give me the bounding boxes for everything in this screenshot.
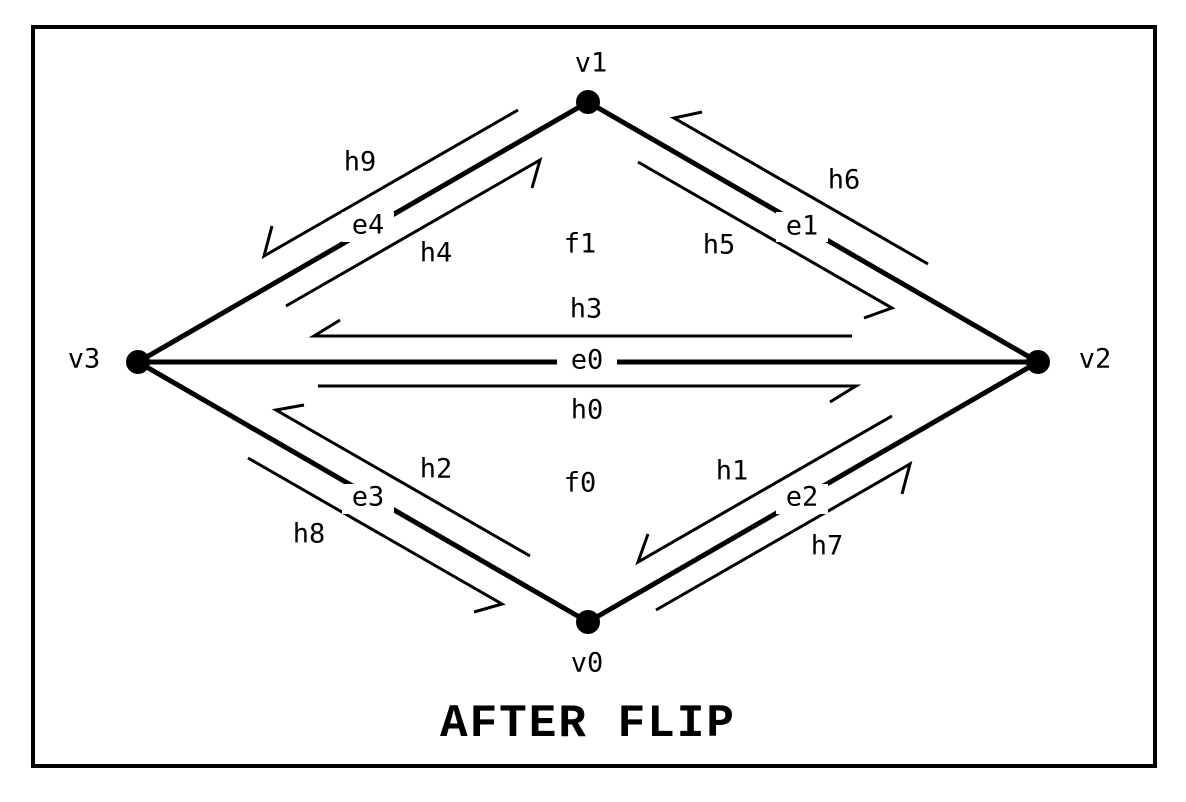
- halfedge-h5-label: h5: [703, 230, 736, 261]
- halfedge-h2-label: h2: [420, 454, 453, 485]
- halfedge-h1-label: h1: [716, 456, 749, 487]
- vertex-v2-dot: [1026, 350, 1050, 374]
- halfedge-h4-label: h4: [420, 238, 453, 269]
- edge-e3-label: e3: [352, 482, 385, 513]
- vertex-v0-label: v0: [571, 648, 604, 679]
- halfedge-h0-label: h0: [571, 395, 604, 426]
- edge-e2-label: e2: [786, 482, 819, 513]
- vertex-v3-label: v3: [68, 344, 101, 375]
- halfedge-h6-label: h6: [828, 165, 861, 196]
- vertex-v2-label: v2: [1079, 344, 1112, 375]
- halfedge-h4-arrow: [286, 160, 540, 306]
- edge-e4-label: e4: [352, 210, 385, 241]
- halfedge-h7-label: h7: [811, 531, 844, 562]
- vertex-v1-dot: [576, 90, 600, 114]
- vertex-v0-dot: [576, 610, 600, 634]
- edge-e1-label: e1: [786, 211, 819, 242]
- face-f1-label: f1: [564, 229, 597, 260]
- diagram-title: AFTER FLIP: [440, 698, 736, 750]
- halfedge-h1-arrow: [638, 416, 892, 562]
- vertex-v1-label: v1: [575, 48, 608, 79]
- vertex-v3-dot: [126, 350, 150, 374]
- halfedge-h3-label: h3: [570, 294, 603, 325]
- halfedge-h8-label: h8: [293, 519, 326, 550]
- edge-e0-label: e0: [571, 345, 604, 376]
- face-f0-label: f0: [564, 468, 597, 499]
- halfedge-h9-label: h9: [344, 147, 377, 178]
